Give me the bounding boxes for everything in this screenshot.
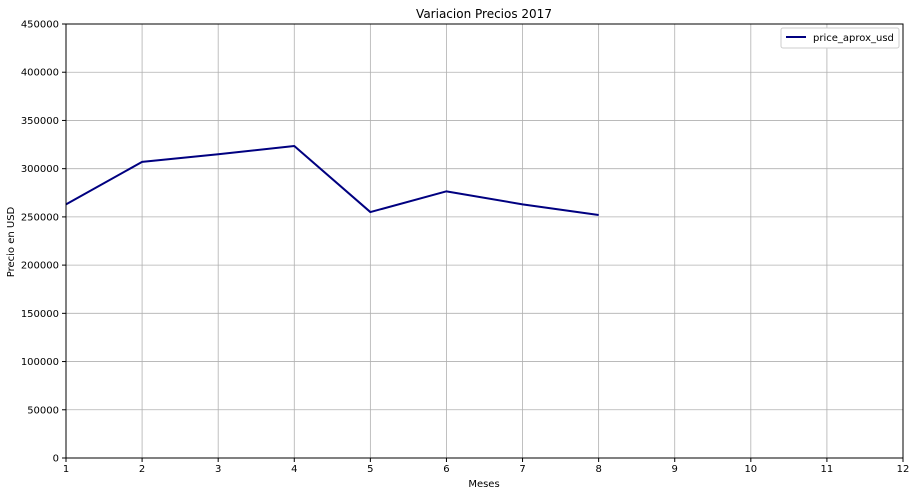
x-tick-label: 10 (744, 464, 757, 475)
x-tick-label: 4 (291, 464, 297, 475)
legend: price_aprox_usd (780, 27, 900, 49)
y-tick-label: 400000 (21, 68, 59, 79)
y-tick-label: 100000 (21, 357, 59, 368)
y-tick-label: 50000 (27, 405, 59, 416)
y-tick-label: 450000 (21, 20, 59, 31)
x-tick-label: 9 (672, 464, 678, 475)
x-tick-label: 12 (897, 464, 910, 475)
x-tick-label: 11 (821, 464, 834, 475)
x-tick-label: 6 (443, 464, 449, 475)
legend-label: price_aprox_usd (813, 33, 894, 44)
plot-frame (65, 23, 904, 459)
y-tick-label: 250000 (21, 212, 59, 223)
chart-title: Variacion Precios 2017 (416, 7, 552, 21)
series-line (65, 145, 599, 216)
x-axis-label: Meses (468, 479, 499, 490)
y-tick-label: 150000 (21, 309, 59, 320)
legend-box (780, 27, 900, 49)
x-tick-label: 2 (139, 464, 145, 475)
y-tick-label: 200000 (21, 261, 59, 272)
y-axis-label: Precio en USD (6, 206, 17, 277)
x-tick-label: 3 (215, 464, 221, 475)
y-tick-label: 350000 (21, 116, 59, 127)
x-tick-label: 5 (367, 464, 373, 475)
x-tick-label: 1 (63, 464, 69, 475)
y-tick-label: 0 (53, 454, 59, 465)
y-tick-label: 300000 (21, 164, 59, 175)
axis-ticks: 1 2 3 4 5 6 7 8 9 10 11 120500001000001500002000002… (21, 20, 910, 476)
x-tick-label: 8 (595, 464, 601, 475)
x-tick-label: 7 (519, 464, 525, 475)
